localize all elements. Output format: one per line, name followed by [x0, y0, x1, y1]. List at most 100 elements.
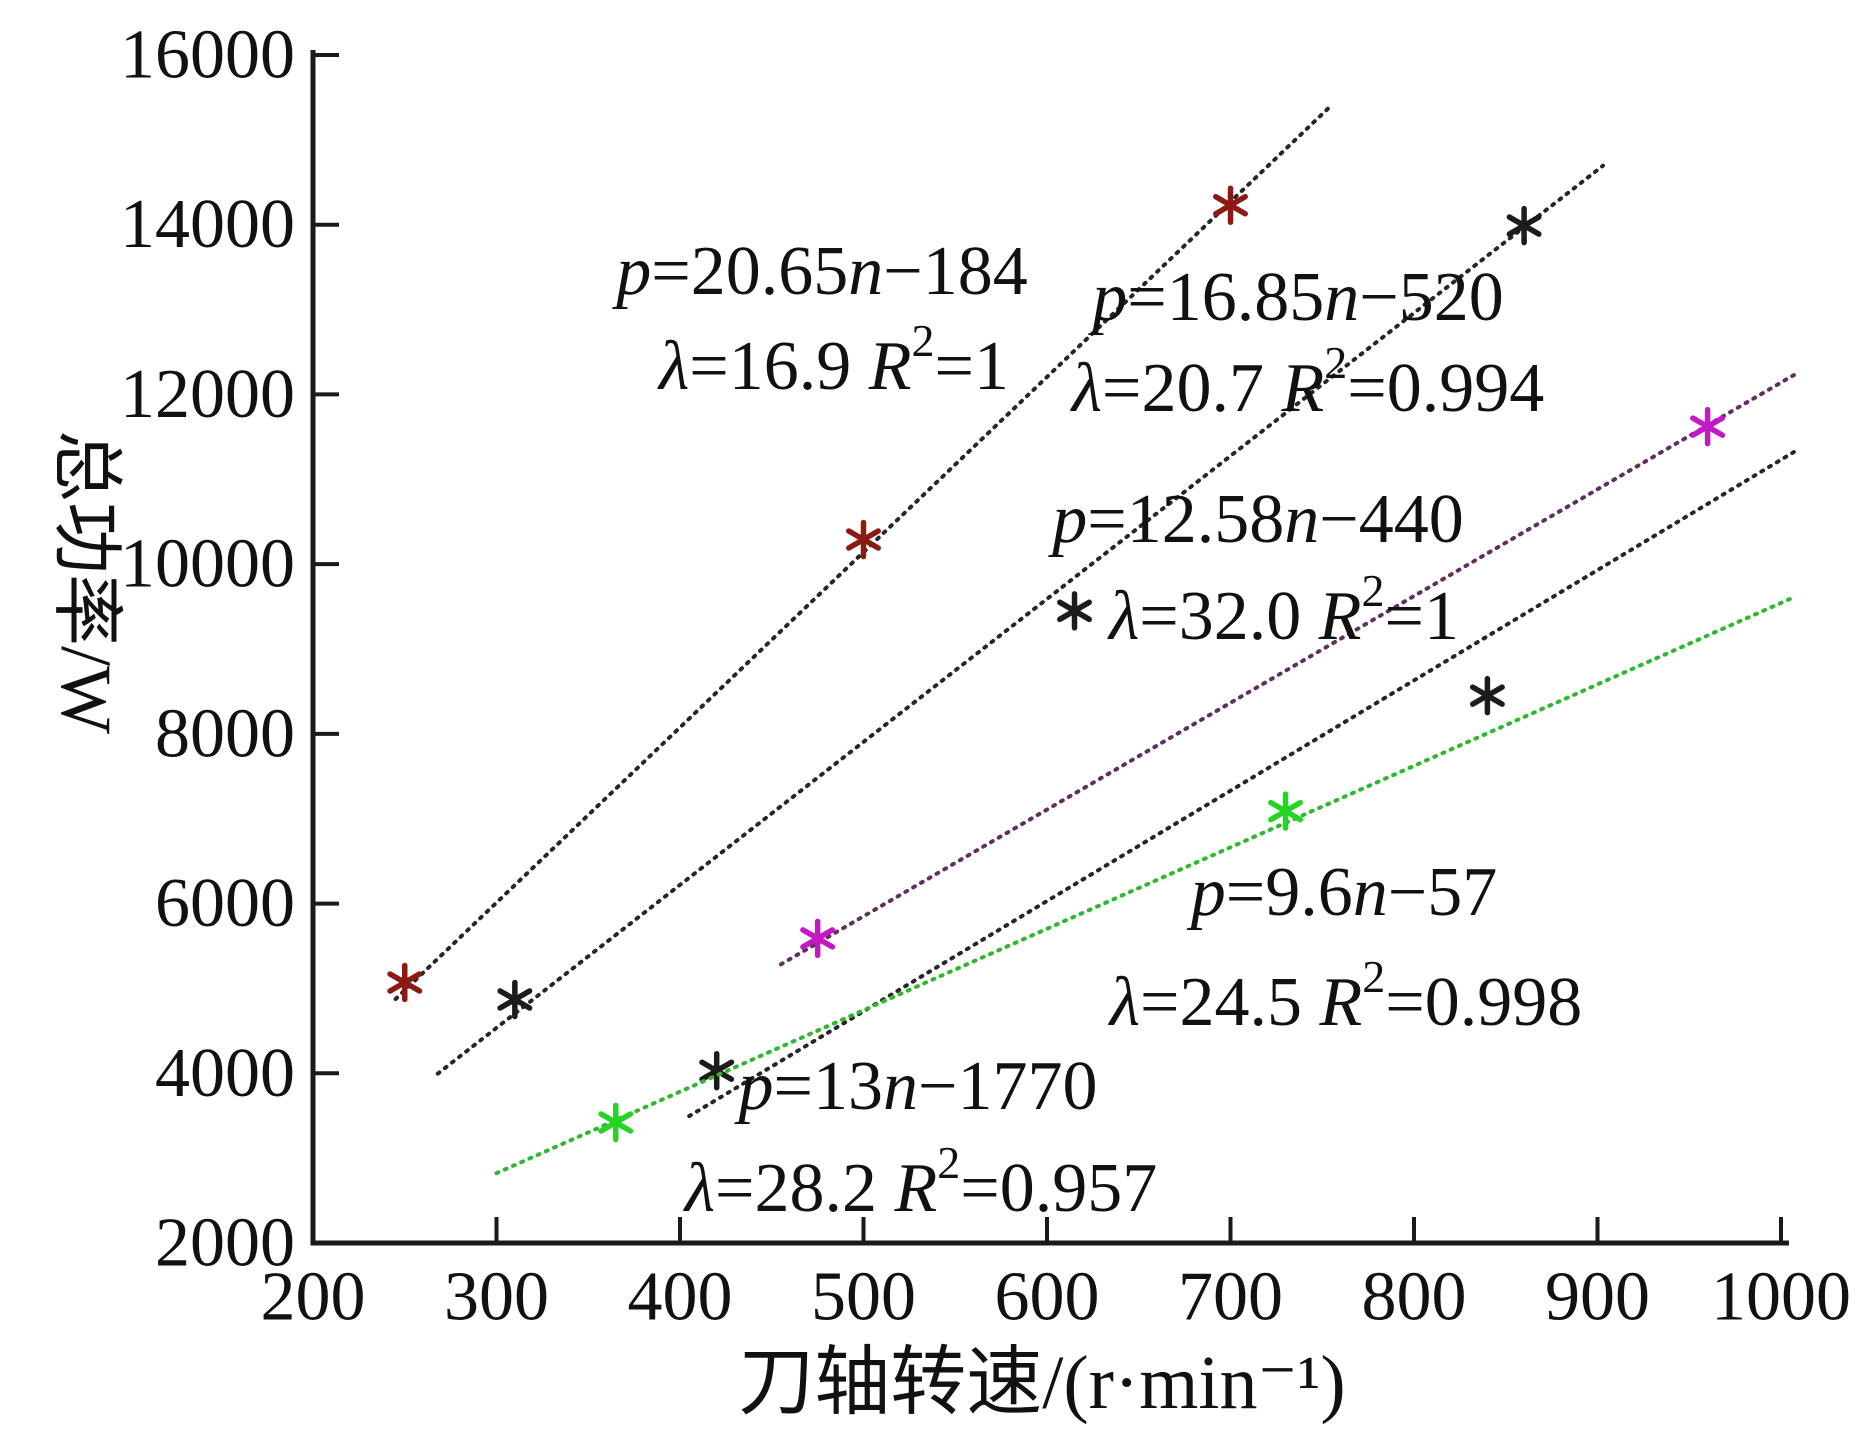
marker-center-dot: [813, 934, 822, 943]
equation-segment: R: [1281, 350, 1325, 427]
equation-segment: n: [883, 1048, 918, 1125]
fit-line: [435, 163, 1606, 1076]
data-point-marker: [387, 962, 423, 1003]
x-tick-label: 200: [261, 1259, 366, 1336]
equation-label: p=20.65n−184: [611, 233, 1027, 310]
series-lambda-32.0: [778, 373, 1796, 967]
equation-segment: p: [1047, 481, 1087, 558]
fit-line: [393, 105, 1332, 1002]
data-point-marker: [1057, 591, 1092, 631]
equation-segment: =13: [774, 1048, 883, 1125]
equation-segment: λ: [1070, 350, 1102, 427]
equation-label: p=9.6n−57: [1186, 854, 1497, 931]
y-tick-label: 4000: [155, 1035, 295, 1112]
marker-center-dot: [400, 978, 409, 987]
y-tick-label: 6000: [155, 865, 295, 942]
equation-segment: =0.957: [960, 1150, 1157, 1227]
equation-segment: −57: [1388, 854, 1497, 931]
equation-segment: =1: [1385, 578, 1459, 655]
marker-center-dot: [1226, 201, 1235, 210]
lambda-r2-label: λ=28.2 R2=0.957: [683, 1137, 1158, 1227]
y-tick-label: 12000: [120, 356, 295, 433]
axis-frame: [310, 50, 1789, 1246]
data-point-marker: [1469, 675, 1505, 716]
equation-segment: λ: [1107, 578, 1139, 655]
equation-segment: =24.5: [1140, 964, 1319, 1041]
y-tick-label: 16000: [120, 17, 295, 94]
equation-segment: n: [1284, 481, 1319, 558]
marker-center-dot: [510, 995, 519, 1004]
marker-center-dot: [1703, 422, 1712, 431]
equation-segment: n: [1324, 259, 1359, 336]
equation-segment: =12.58: [1087, 481, 1284, 558]
x-tick-label: 1000: [1711, 1259, 1851, 1336]
data-point-marker: [699, 1050, 735, 1091]
equation-label: p=16.85n−520: [1087, 259, 1503, 336]
marker-center-dot: [1520, 221, 1529, 230]
marker-center-dot: [1070, 606, 1079, 615]
equation-segment: −440: [1319, 481, 1463, 558]
data-point-marker: [1506, 205, 1542, 246]
equation-segment: p: [734, 1048, 774, 1125]
lambda-r2-label: λ=24.5 R2=0.998: [1108, 951, 1583, 1041]
fit-line: [494, 595, 1796, 1176]
equation-segment: λ: [1108, 964, 1140, 1041]
equation-segment: λ: [683, 1150, 715, 1227]
y-tick-label: 2000: [155, 1205, 295, 1282]
equation-segment: −520: [1359, 259, 1503, 336]
equation-segment: 2: [937, 1137, 960, 1188]
equation-segment: =32.0: [1139, 578, 1318, 655]
x-tick-label: 500: [811, 1259, 916, 1336]
equation-segment: 2: [1324, 337, 1347, 388]
equation-segment: 2: [1362, 565, 1385, 616]
marker-center-dot: [859, 535, 868, 544]
x-tick-label: 800: [1362, 1259, 1467, 1336]
equation-segment: =16.9: [689, 328, 868, 405]
equation-segment: p: [1186, 854, 1226, 931]
equation-segment: =20.7: [1102, 350, 1281, 427]
equation-segment: =20.65: [651, 233, 848, 310]
x-tick-label: 900: [1545, 1259, 1650, 1336]
series-lambda-24.5: [494, 595, 1796, 1176]
marker-center-dot: [611, 1118, 620, 1127]
equation-segment: R: [894, 1150, 938, 1227]
data-point-marker: [1213, 185, 1248, 225]
marker-center-dot: [1483, 691, 1492, 700]
x-axis-title: 刀轴转速/(r·min⁻¹): [738, 1341, 1345, 1425]
equation-segment: R: [1318, 578, 1362, 655]
equation-segment: =1: [935, 328, 1009, 405]
equation-segment: =0.998: [1385, 964, 1582, 1041]
equation-segment: −184: [883, 233, 1027, 310]
equation-segment: =28.2: [715, 1150, 894, 1227]
marker-center-dot: [1281, 807, 1290, 816]
equation-segment: R: [868, 328, 912, 405]
data-point-marker: [846, 519, 881, 560]
data-point-marker: [1268, 791, 1304, 831]
y-tick-label: 10000: [120, 526, 295, 603]
equation-segment: n: [848, 233, 883, 310]
tick-labels: 200 300 400 500 600 700 800 900 1000 2000 4000 6000…: [120, 17, 1851, 1336]
equation-label: p=12.58n−440: [1047, 481, 1463, 558]
equation-segment: p: [611, 233, 651, 310]
equation-segment: =9.6: [1226, 854, 1353, 931]
y-tick-label: 14000: [120, 186, 295, 263]
series-lambda-20.7: [435, 163, 1606, 1076]
equation-segment: 2: [912, 315, 935, 366]
fit-line: [778, 373, 1796, 967]
equation-segment: p: [1087, 259, 1127, 336]
x-tick-label: 400: [628, 1259, 733, 1336]
equation-segment: =0.994: [1347, 350, 1544, 427]
equation-segment: −1770: [918, 1048, 1097, 1125]
data-point-marker: [497, 979, 533, 1020]
series-lambda-16.9: [387, 105, 1332, 1003]
x-tick-label: 600: [995, 1259, 1100, 1336]
data-series: [387, 105, 1796, 1176]
lambda-r2-label: λ=16.9 R2=1: [657, 315, 1009, 405]
tick-marks: [313, 53, 1783, 1243]
y-axis-title: 总功率/W: [46, 430, 126, 734]
data-point-marker: [598, 1102, 634, 1143]
lambda-r2-label: λ=32.0 R2=1: [1107, 565, 1459, 655]
equation-segment: n: [1353, 854, 1388, 931]
